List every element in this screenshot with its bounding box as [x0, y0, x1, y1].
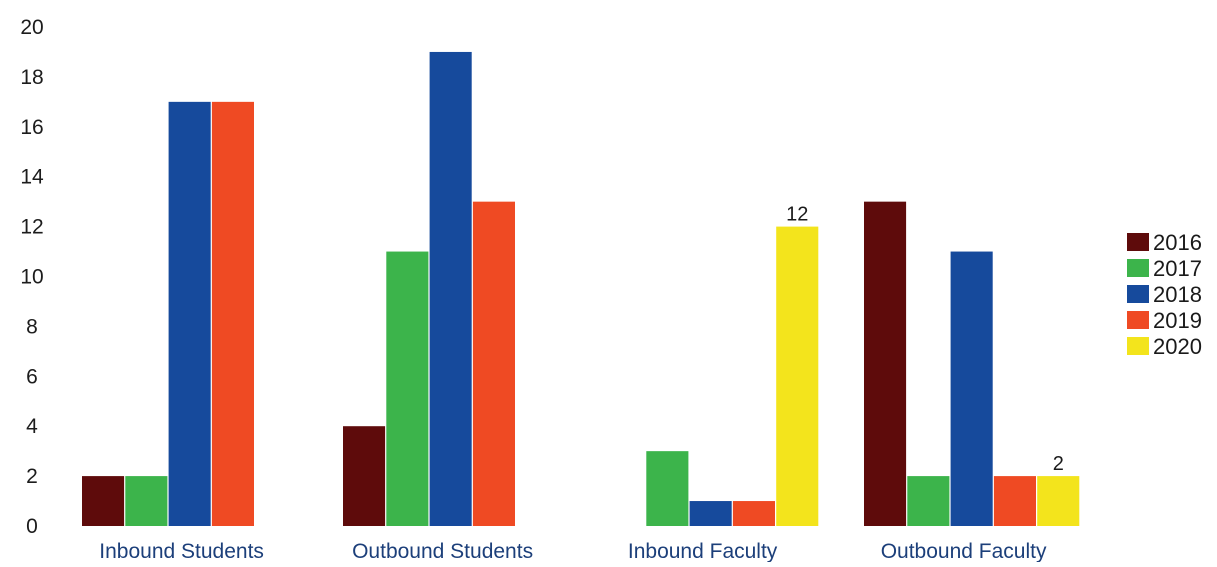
bar — [907, 476, 950, 526]
data-label: 12 — [786, 204, 808, 226]
y-tick-label: 16 — [20, 116, 43, 139]
bar — [1037, 476, 1080, 526]
bar — [864, 201, 907, 526]
legend-label: 2020 — [1153, 334, 1202, 359]
legend-swatch — [1127, 285, 1149, 303]
bar — [386, 251, 429, 527]
y-tick-label: 4 — [26, 415, 38, 438]
y-tick-label: 18 — [20, 66, 43, 89]
y-tick-label: 0 — [26, 515, 38, 538]
x-category-label: Inbound Faculty — [628, 540, 778, 562]
bar — [125, 476, 168, 526]
bar — [168, 101, 211, 526]
bar — [950, 251, 993, 527]
y-tick-label: 14 — [20, 166, 44, 189]
y-axis: 0 2 4 6 8 10 12 14 16 18 20 — [20, 16, 44, 538]
legend-swatch — [1127, 311, 1149, 329]
data-labels: 12 2 — [786, 204, 1064, 476]
bar — [211, 101, 254, 526]
legend-label: 2018 — [1153, 282, 1202, 307]
x-category-label: Inbound Students — [99, 540, 264, 562]
legend-swatch — [1127, 233, 1149, 251]
legend-swatch — [1127, 337, 1149, 355]
y-tick-label: 10 — [20, 266, 43, 289]
y-tick-label: 12 — [20, 216, 43, 239]
y-tick-label: 2 — [26, 465, 38, 488]
y-tick-label: 6 — [26, 365, 38, 388]
legend-label: 2019 — [1153, 308, 1202, 333]
x-category-label: Outbound Students — [352, 540, 533, 562]
x-category-label: Outbound Faculty — [881, 540, 1047, 562]
bar — [82, 476, 125, 526]
legend-swatch — [1127, 259, 1149, 277]
legend-label: 2016 — [1153, 230, 1202, 255]
bar — [429, 51, 472, 526]
bar — [472, 201, 515, 526]
bars — [82, 51, 1080, 527]
y-tick-label: 20 — [20, 16, 43, 39]
bar — [776, 226, 819, 526]
data-label: 2 — [1053, 453, 1064, 475]
legend-label: 2017 — [1153, 256, 1202, 281]
bar — [646, 451, 689, 526]
bar — [343, 426, 386, 526]
x-axis: Inbound Students Outbound Students Inbound… — [99, 540, 1047, 563]
bar — [993, 476, 1036, 526]
bar — [689, 501, 732, 526]
y-tick-label: 8 — [26, 315, 38, 338]
bar — [732, 501, 775, 526]
